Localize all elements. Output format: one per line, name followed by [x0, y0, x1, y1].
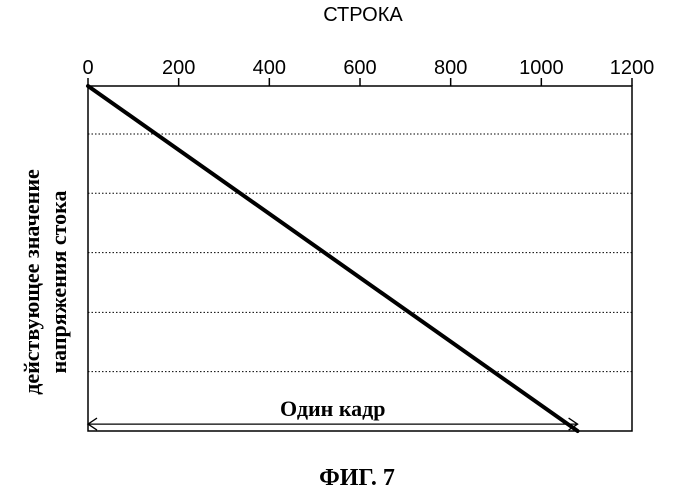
x-tick-label-5: 1000 — [519, 57, 564, 79]
x-tick-label-3: 600 — [343, 57, 376, 79]
x-tick-label-1: 200 — [162, 57, 195, 79]
series-group — [88, 86, 578, 431]
plot-frame — [88, 86, 632, 431]
series-line-0 — [88, 86, 578, 431]
frame-span-annotation: Один кадр — [88, 396, 578, 430]
frame-span-label: Один кадр — [280, 396, 386, 421]
gridlines — [88, 134, 632, 372]
x-tick-label-0: 0 — [82, 57, 93, 79]
x-axis-ticks: 0 200 400 600 800 1000 1200 — [82, 57, 654, 86]
x-tick-label-4: 800 — [434, 57, 467, 79]
x-tick-label-2: 400 — [253, 57, 286, 79]
x-tick-label-6: 1200 — [610, 57, 655, 79]
figure-caption: ФИГ. 7 — [0, 465, 674, 492]
